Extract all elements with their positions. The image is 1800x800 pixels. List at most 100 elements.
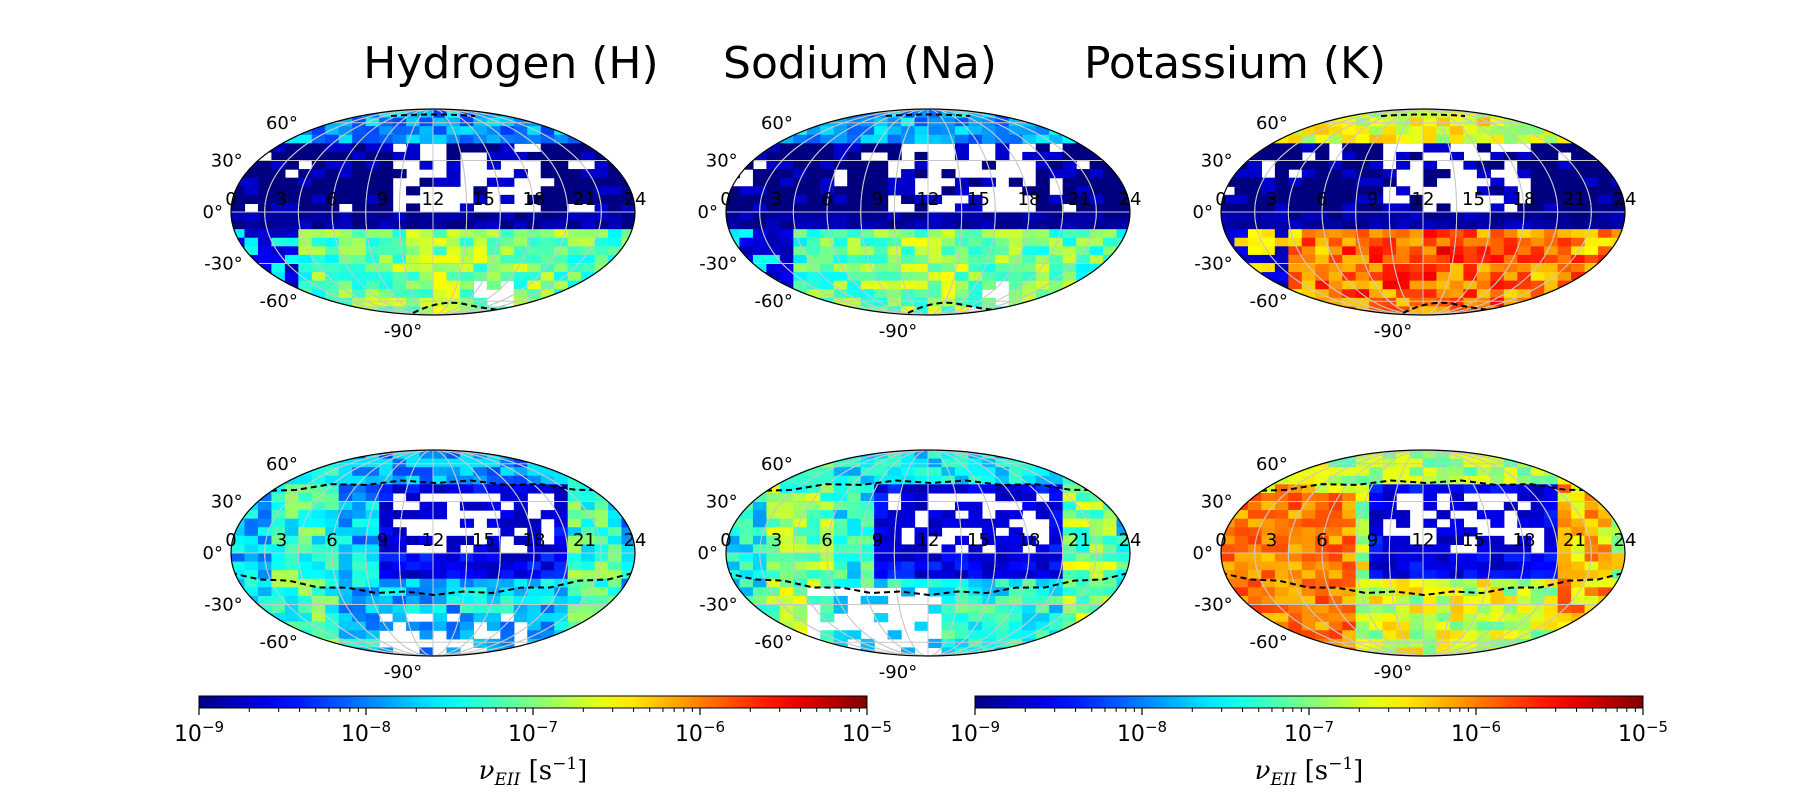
heatmap-cell bbox=[766, 535, 781, 546]
heatmap-cell bbox=[311, 604, 326, 614]
heatmap-cell bbox=[1423, 177, 1438, 187]
heatmap-cell bbox=[779, 246, 794, 256]
heatmap-cell bbox=[1049, 475, 1064, 485]
heatmap-cell bbox=[1008, 595, 1023, 606]
heatmap-cell bbox=[1423, 160, 1438, 170]
heatmap-cell bbox=[500, 570, 515, 580]
heatmap-cell bbox=[901, 467, 916, 477]
heatmap-cell bbox=[284, 160, 299, 170]
heatmap-cell bbox=[244, 289, 259, 299]
heatmap-cell bbox=[392, 613, 407, 623]
heatmap-cell bbox=[1396, 561, 1411, 571]
heatmap-cell bbox=[446, 535, 461, 546]
heatmap-cell bbox=[459, 630, 474, 640]
heatmap-cell bbox=[1423, 109, 1438, 119]
heatmap-cell bbox=[1598, 638, 1613, 649]
heatmap-cell bbox=[1342, 510, 1357, 520]
heatmap-cell bbox=[1369, 475, 1384, 485]
heatmap-cell bbox=[392, 272, 407, 282]
heatmap-cell bbox=[608, 450, 623, 460]
heatmap-cell bbox=[1022, 484, 1037, 494]
heatmap-cell bbox=[311, 570, 326, 580]
heatmap-cell bbox=[1062, 186, 1077, 196]
heatmap-cell bbox=[995, 458, 1010, 468]
heatmap-cell bbox=[752, 578, 767, 588]
heatmap-cell bbox=[1116, 458, 1130, 468]
heatmap-cell bbox=[1396, 297, 1411, 308]
heatmap-cell bbox=[1369, 570, 1384, 580]
heatmap-cell bbox=[567, 126, 582, 136]
heatmap-cell bbox=[446, 458, 461, 468]
heatmap-cell bbox=[914, 194, 929, 205]
heatmap-cell bbox=[608, 467, 623, 477]
heatmap-cell bbox=[833, 117, 848, 127]
heatmap-cell bbox=[1049, 306, 1064, 315]
heatmap-cell bbox=[1423, 289, 1438, 299]
heatmap-cell bbox=[726, 297, 741, 308]
heatmap-cell bbox=[1247, 186, 1262, 196]
heatmap-cell bbox=[311, 647, 326, 656]
heatmap-cell bbox=[1598, 561, 1613, 571]
heatmap-cell bbox=[766, 553, 781, 563]
heatmap-cell bbox=[1116, 621, 1130, 631]
heatmap-cell bbox=[1288, 134, 1303, 144]
heatmap-cell bbox=[995, 254, 1010, 265]
heatmap-cell bbox=[1490, 604, 1505, 614]
heatmap-cell bbox=[1049, 134, 1064, 144]
heatmap-cell bbox=[379, 177, 394, 187]
heatmap-cell bbox=[739, 587, 754, 597]
heatmap-cell bbox=[1342, 561, 1357, 571]
heatmap-cell bbox=[1557, 289, 1572, 299]
heatmap-cell bbox=[1449, 621, 1464, 631]
heatmap-cell bbox=[726, 220, 741, 230]
heatmap-cell bbox=[1436, 604, 1451, 614]
heatmap-cell bbox=[1103, 475, 1118, 485]
heatmap-cell bbox=[1490, 578, 1505, 588]
longitude-gridline bbox=[1321, 109, 1525, 315]
heatmap-cell bbox=[513, 263, 528, 273]
north-boundary-line bbox=[885, 113, 971, 117]
heatmap-cell bbox=[1396, 467, 1411, 477]
heatmap-cell bbox=[1382, 109, 1397, 119]
heatmap-cell bbox=[1423, 621, 1438, 631]
heatmap-cell bbox=[968, 458, 983, 468]
heatmap-cell bbox=[914, 561, 929, 571]
heatmap-cell bbox=[271, 518, 286, 528]
heatmap-cell bbox=[739, 186, 754, 196]
heatmap-cell bbox=[1396, 475, 1411, 485]
heatmap-cell bbox=[833, 272, 848, 282]
heatmap-cell bbox=[1076, 212, 1091, 222]
heatmap-cell bbox=[1598, 570, 1613, 580]
heatmap-cell bbox=[1530, 484, 1545, 494]
heatmap-cell bbox=[581, 289, 596, 299]
heatmap-cell bbox=[1557, 527, 1572, 537]
heatmap-cell bbox=[1449, 467, 1464, 477]
heatmap-cell bbox=[1261, 518, 1276, 528]
heatmap-cell bbox=[1328, 492, 1343, 503]
heatmap-cell bbox=[1409, 613, 1424, 623]
heatmap-cell bbox=[1089, 527, 1104, 537]
heatmap-cell bbox=[1008, 297, 1023, 308]
heatmap-cell bbox=[1288, 561, 1303, 571]
heatmap-cell bbox=[1382, 263, 1397, 273]
heatmap-cell bbox=[433, 578, 448, 588]
heatmap-cell bbox=[1530, 638, 1545, 649]
heatmap-cell bbox=[1261, 220, 1276, 230]
heatmap-cell bbox=[1022, 561, 1037, 571]
longitude-tick-label: 21 bbox=[573, 530, 596, 551]
heatmap-cell bbox=[271, 501, 286, 511]
heatmap-cell bbox=[928, 604, 943, 614]
heatmap-cell bbox=[419, 126, 434, 136]
heatmap-cell bbox=[1449, 126, 1464, 136]
heatmap-cell bbox=[1476, 212, 1491, 222]
heatmap-cell bbox=[365, 475, 380, 485]
heatmap-cell bbox=[581, 467, 596, 477]
heatmap-cell bbox=[419, 117, 434, 127]
heatmap-cell bbox=[1342, 237, 1357, 247]
heatmap-cell bbox=[567, 212, 582, 222]
heatmap-cell bbox=[1103, 117, 1118, 127]
heatmap-cell bbox=[1116, 604, 1130, 614]
heatmap-cell bbox=[860, 561, 875, 571]
heatmap-cell bbox=[352, 501, 367, 511]
heatmap-cell bbox=[1369, 151, 1384, 162]
